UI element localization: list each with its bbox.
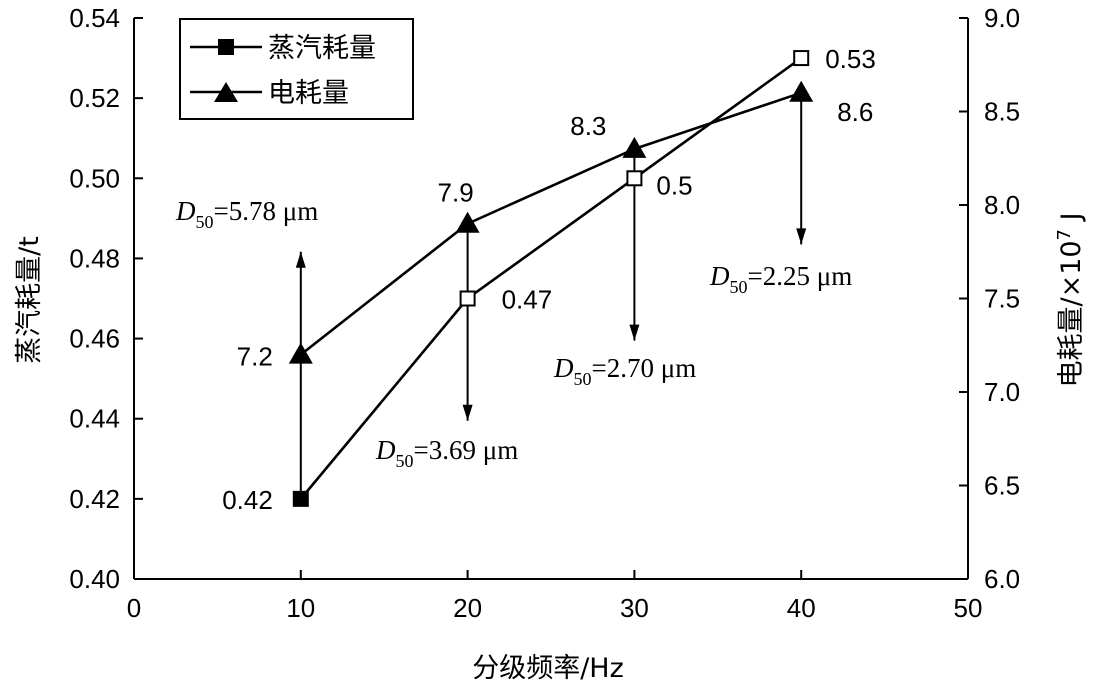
right-axis-title-main: 电耗量/×10 [1056,240,1087,387]
right-axis-title-unit: J [1056,212,1087,229]
size-arrow-head [629,324,640,341]
power-data-label: 7.9 [438,178,474,208]
left-tick-label: 0.44 [69,404,120,434]
power-point-marker [288,342,313,364]
x-tick-label: 20 [453,593,482,623]
d50-symbol: D [553,353,574,383]
legend-label-steam: 蒸汽耗量 [268,33,376,64]
x-tick-label: 40 [787,593,816,623]
d50-value: =2.70 μm [592,353,697,383]
power-data-label: 7.2 [237,342,273,372]
x-axis-title: 分级频率/Hz [472,653,624,684]
d50-value: =5.78 μm [214,196,319,226]
legend-box [179,18,414,120]
size-arrow-head [462,404,473,421]
right-tick-label: 9.0 [984,3,1020,33]
left-tick-label: 0.54 [69,3,120,33]
right-axis-title: 电耗量/×107 J [1054,212,1087,387]
right-tick-label: 6.5 [984,471,1020,501]
d50-subscript: 50 [196,212,214,232]
right-axis-title-sup: 7 [1054,229,1075,240]
power-data-label: 8.6 [837,97,873,127]
right-tick-label: 8.0 [984,190,1020,220]
plot-area: 0 10 20 30 40 50 0.40 0.42 0.44 0.46 0.48 0.50 0.52 0… [69,3,1020,623]
size-arrow-head [295,251,306,268]
right-tick-label: 7.0 [984,377,1020,407]
left-tick-label: 0.48 [69,243,120,273]
power-data-label: 8.3 [570,111,606,141]
steam-data-label: 0.42 [222,485,273,515]
d50-value: =3.69 μm [414,435,519,465]
right-tick-label: 8.5 [984,97,1020,127]
legend-marker-square [218,39,234,55]
legend-label-power: 电耗量 [268,78,349,109]
right-tick-label: 7.5 [984,284,1020,314]
left-axis-title: 蒸汽耗量/t [14,236,45,364]
d50-subscript: 50 [730,277,748,297]
d50-value: =2.25 μm [748,261,853,291]
right-tick-label: 6.0 [984,564,1020,594]
left-tick-label: 0.42 [69,484,120,514]
power-point-marker [455,211,480,233]
d50-subscript: 50 [574,369,592,389]
series-line-steam [299,57,802,500]
d50-symbol: D [375,435,396,465]
d50-symbol: D [175,196,196,226]
steam-point-marker [626,170,643,187]
series-line-power [299,91,802,356]
x-tick-label: 10 [286,593,315,623]
left-tick-label: 0.46 [69,324,120,354]
d50-annotation: D50=3.69 μm [375,435,518,471]
size-arrow-head [796,228,807,245]
d50-annotation: D50=5.78 μm [175,196,318,232]
left-tick-label: 0.52 [69,83,120,113]
power-point-marker [789,80,814,102]
x-tick-label: 0 [127,593,141,623]
steam-data-label: 0.5 [656,170,692,200]
legend: 蒸汽耗量 电耗量 [179,18,414,120]
left-tick-label: 0.50 [69,163,120,193]
steam-point-marker [292,490,309,507]
left-tick-label: 0.40 [69,564,120,594]
steam-data-label: 0.47 [502,285,553,315]
d50-subscript: 50 [396,451,414,471]
d50-symbol: D [709,261,730,291]
power-point-marker [622,136,647,158]
steam-point-marker [459,290,476,307]
d50-annotation: D50=2.25 μm [709,261,852,297]
x-tick-label: 50 [954,593,983,623]
x-tick-label: 30 [620,593,649,623]
steam-point-marker [793,50,810,67]
d50-annotation: D50=2.70 μm [553,353,696,389]
legend-marker-triangle [214,82,238,102]
steam-data-label: 0.53 [825,44,876,74]
